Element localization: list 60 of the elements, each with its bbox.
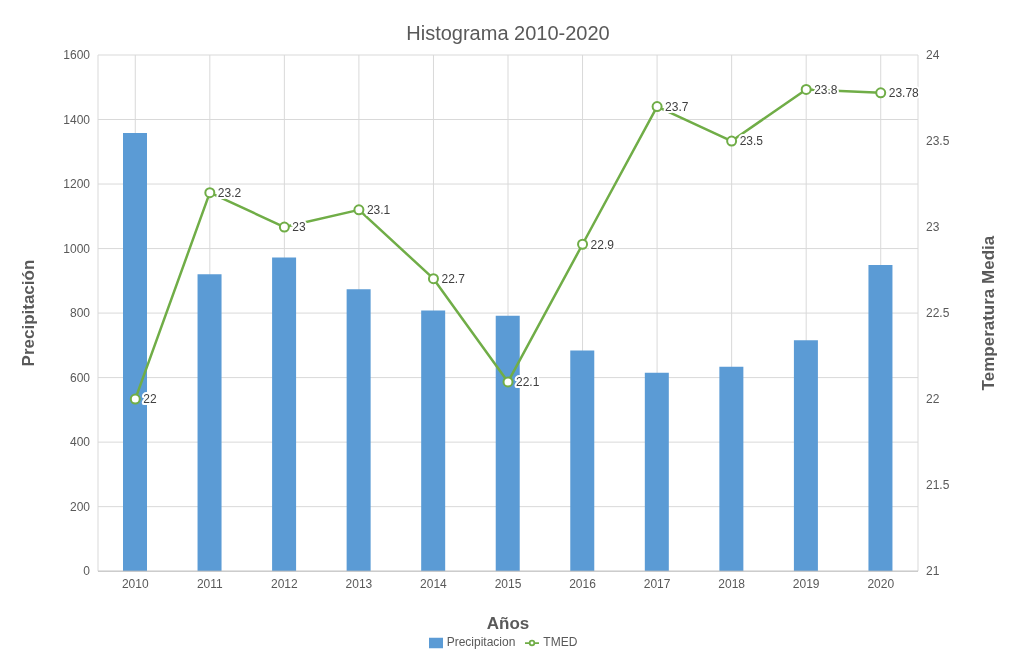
x-tick-label: 2013 (345, 576, 373, 591)
data-label: 23.7 (665, 99, 689, 114)
x-tick-label: 2018 (718, 576, 746, 591)
point (129, 393, 141, 405)
y2-tick-label: 23 (926, 220, 940, 235)
data-label: 23.5 (739, 134, 764, 149)
x-tick-label: 2017 (643, 576, 671, 591)
y2-tick-label: 22 (926, 392, 940, 407)
x-axis-title: Años (486, 614, 530, 634)
y-tick-label: 1200 (63, 177, 91, 192)
legend-label: TMED (543, 635, 578, 650)
point (427, 273, 439, 285)
x-tick-label: 2010 (121, 576, 149, 591)
bar (197, 274, 222, 572)
y-tick-label: 1400 (63, 112, 91, 127)
x-tick-label: 2020 (867, 576, 895, 591)
y2-tick-label: 22.5 (926, 306, 950, 321)
y-tick-label: 200 (69, 499, 91, 514)
bar (644, 372, 669, 572)
bar (570, 350, 595, 572)
y-tick-label: 0 (83, 564, 91, 579)
chart-title: Histograma 2010-2020 (405, 21, 611, 45)
data-label: 22.7 (441, 271, 466, 286)
y-tick-label: 800 (69, 306, 91, 321)
y2-tick-label: 21.5 (926, 478, 950, 493)
x-tick-label: 2014 (420, 576, 448, 591)
bar (793, 340, 818, 572)
x-tick-label: 2011 (196, 576, 224, 591)
y-axis-title: Precipitación (19, 259, 39, 367)
bar (272, 257, 297, 572)
data-label: 23.78 (888, 86, 920, 101)
point (204, 187, 216, 199)
point (875, 87, 887, 99)
x-tick-label: 2016 (569, 576, 597, 591)
point (278, 221, 290, 233)
y2-axis-title: Temperatura Media (979, 235, 999, 391)
y2-tick-label: 24 (926, 48, 940, 63)
bar (421, 310, 446, 572)
y2-tick-label: 21 (926, 564, 940, 579)
y-tick-label: 600 (69, 370, 91, 385)
y-tick-label: 1000 (63, 241, 91, 256)
x-tick-label: 2019 (792, 576, 820, 591)
point (577, 238, 589, 250)
x-tick-label: 2012 (271, 576, 299, 591)
data-label: 23.1 (366, 203, 391, 218)
y2-tick-label: 23.5 (926, 134, 950, 149)
y-tick-label: 1600 (63, 48, 91, 63)
point (651, 101, 663, 113)
data-label: 23.2 (217, 185, 242, 200)
point (800, 83, 812, 95)
bar (346, 289, 371, 572)
data-label: 22.9 (590, 237, 615, 252)
point (353, 204, 365, 216)
x-tick-label: 2015 (494, 576, 522, 591)
point (502, 376, 514, 388)
legend-label: Precipitacion (446, 635, 516, 650)
point (726, 135, 738, 147)
y-tick-label: 400 (69, 435, 91, 450)
bar (719, 366, 744, 572)
bar (868, 265, 893, 572)
